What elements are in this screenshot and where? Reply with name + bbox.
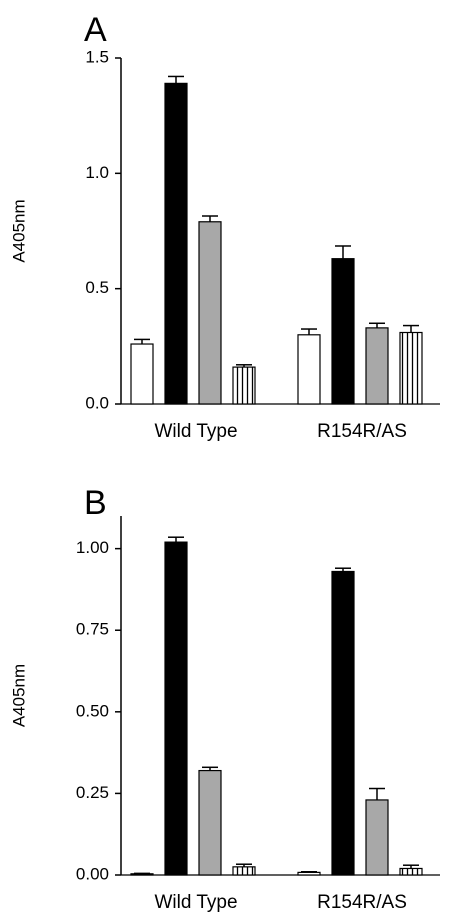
- bar: [331, 570, 355, 876]
- y-tick-label: 0.75: [76, 620, 109, 639]
- x-category-label: Wild Type: [154, 421, 237, 442]
- y-tick-label: 0.0: [85, 393, 109, 412]
- bar: [130, 873, 154, 876]
- y-tick-label: 1.5: [85, 47, 109, 66]
- bar: [297, 334, 321, 405]
- x-category-label: R154R/AS: [317, 892, 407, 913]
- bar: [232, 866, 256, 876]
- panel-letter: A: [84, 11, 107, 49]
- bar: [198, 769, 222, 876]
- bar: [164, 82, 188, 405]
- bar: [365, 799, 389, 876]
- bar: [297, 871, 321, 876]
- y-tick-label: 0.00: [76, 864, 109, 883]
- panel-letter: B: [84, 484, 107, 522]
- bar: [164, 541, 188, 876]
- y-tick-label: 0.50: [76, 701, 109, 720]
- y-tick-label: 0.25: [76, 783, 109, 802]
- bar: [130, 343, 154, 405]
- y-axis-label: A405nm: [9, 199, 28, 262]
- bar: [399, 867, 423, 876]
- bar: [232, 366, 256, 405]
- x-category-label: Wild Type: [154, 892, 237, 913]
- x-category-label: R154R/AS: [317, 421, 407, 442]
- chart-panel-b: B 0.00 0.25 0.50 0.75 1.00 A405nm Wild Type R154…: [9, 484, 440, 913]
- y-tick-label: 1.0: [85, 163, 109, 182]
- y-tick-label: 1.00: [76, 538, 109, 557]
- bar: [399, 331, 423, 405]
- y-tick-label: 0.5: [85, 278, 109, 297]
- bar: [365, 327, 389, 405]
- chart-panel-a: A 0.0 0.5 1.0 1.5 A405nm Wild Type R154R/AS: [9, 11, 440, 442]
- bar: [331, 258, 355, 405]
- bar: [198, 221, 222, 405]
- y-axis-label: A405nm: [9, 664, 28, 727]
